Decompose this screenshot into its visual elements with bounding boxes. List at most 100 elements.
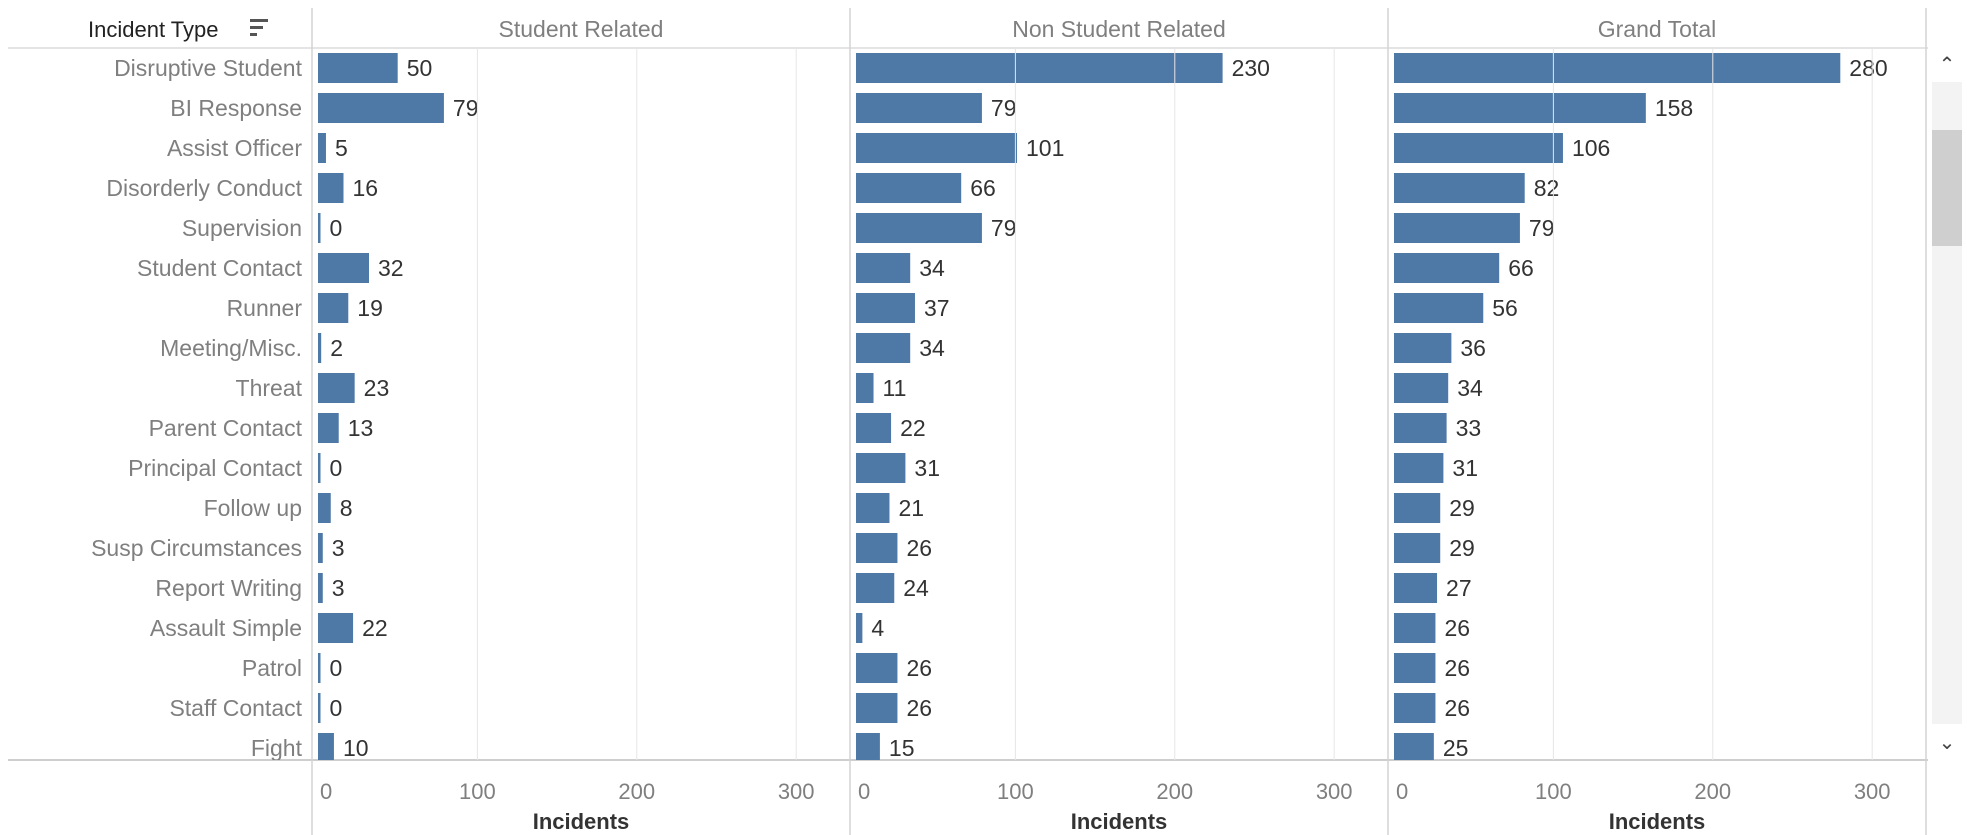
bar[interactable] bbox=[1394, 253, 1500, 283]
bar[interactable] bbox=[856, 133, 1017, 163]
category-label[interactable]: Principal Contact bbox=[128, 455, 302, 481]
category-label[interactable]: Follow up bbox=[204, 495, 302, 521]
bar[interactable] bbox=[1394, 133, 1563, 163]
bar[interactable] bbox=[856, 413, 892, 443]
bar[interactable] bbox=[856, 253, 911, 283]
bar[interactable] bbox=[318, 493, 331, 523]
bar[interactable] bbox=[856, 93, 982, 123]
bar[interactable] bbox=[1394, 653, 1436, 683]
bar-value-label: 15 bbox=[889, 735, 915, 761]
category-label[interactable]: BI Response bbox=[170, 95, 302, 121]
scroll-thumb[interactable] bbox=[1932, 130, 1962, 246]
bar[interactable] bbox=[1394, 693, 1436, 723]
category-label[interactable]: Assist Officer bbox=[167, 135, 302, 161]
bar[interactable] bbox=[318, 453, 321, 483]
bar-value-label: 32 bbox=[378, 255, 404, 281]
bar[interactable] bbox=[1394, 493, 1441, 523]
bar[interactable] bbox=[318, 253, 370, 283]
chevron-up-icon[interactable]: ⌃ bbox=[1938, 52, 1956, 76]
bar-value-label: 56 bbox=[1492, 295, 1518, 321]
bar[interactable] bbox=[1394, 213, 1520, 243]
rows-region: Disruptive Student BI Response Assist Offi… bbox=[91, 53, 1888, 763]
bar-value-label: 0 bbox=[330, 655, 343, 681]
x-tick-label: 0 bbox=[1396, 779, 1408, 804]
category-label[interactable]: Fight bbox=[251, 735, 303, 761]
bar[interactable] bbox=[856, 533, 898, 563]
bar-value-label: 2 bbox=[330, 335, 343, 361]
category-label[interactable]: Parent Contact bbox=[149, 415, 303, 441]
bar[interactable] bbox=[318, 373, 355, 403]
bar[interactable] bbox=[856, 613, 863, 643]
bar[interactable] bbox=[1394, 373, 1449, 403]
bar[interactable] bbox=[1394, 733, 1434, 763]
bar-value-label: 21 bbox=[898, 495, 924, 521]
bar-value-label: 50 bbox=[407, 55, 433, 81]
row-header-title[interactable]: Incident Type bbox=[88, 17, 218, 42]
bar-value-label: 79 bbox=[453, 95, 479, 121]
bar[interactable] bbox=[318, 93, 444, 123]
bar[interactable] bbox=[856, 53, 1223, 83]
bar[interactable] bbox=[318, 573, 323, 603]
category-label[interactable]: Threat bbox=[236, 375, 303, 401]
bar[interactable] bbox=[318, 733, 334, 763]
bar-value-label: 82 bbox=[1534, 175, 1560, 201]
bar-value-label: 33 bbox=[1456, 415, 1482, 441]
bar[interactable] bbox=[318, 613, 354, 643]
vertical-scrollbar[interactable]: ⌃ ⌄ bbox=[1928, 46, 1966, 760]
bar[interactable] bbox=[318, 653, 321, 683]
bar[interactable] bbox=[856, 653, 898, 683]
bar-value-label: 31 bbox=[1452, 455, 1478, 481]
category-label[interactable]: Patrol bbox=[242, 655, 302, 681]
bar[interactable] bbox=[856, 373, 874, 403]
category-label[interactable]: Report Writing bbox=[155, 575, 302, 601]
bar-value-label: 280 bbox=[1849, 55, 1887, 81]
bar-value-label: 23 bbox=[364, 375, 390, 401]
bar[interactable] bbox=[1394, 453, 1444, 483]
category-label[interactable]: Runner bbox=[227, 295, 303, 321]
bar[interactable] bbox=[318, 293, 349, 323]
bar[interactable] bbox=[1394, 573, 1438, 603]
x-tick-label: 300 bbox=[778, 779, 815, 804]
category-label[interactable]: Susp Circumstances bbox=[91, 535, 302, 561]
bar[interactable] bbox=[318, 133, 326, 163]
bar[interactable] bbox=[1394, 613, 1436, 643]
bar[interactable] bbox=[856, 333, 911, 363]
bar[interactable] bbox=[1394, 413, 1447, 443]
category-label[interactable]: Disruptive Student bbox=[114, 55, 303, 81]
category-label[interactable]: Student Contact bbox=[137, 255, 303, 281]
category-label[interactable]: Assault Simple bbox=[150, 615, 302, 641]
bar[interactable] bbox=[1394, 293, 1484, 323]
bar-value-label: 34 bbox=[919, 255, 945, 281]
bar[interactable] bbox=[856, 493, 890, 523]
category-label[interactable]: Supervision bbox=[182, 215, 302, 241]
bar[interactable] bbox=[318, 333, 322, 363]
bar[interactable] bbox=[318, 533, 323, 563]
chevron-down-icon[interactable]: ⌄ bbox=[1938, 730, 1956, 754]
category-label[interactable]: Disorderly Conduct bbox=[106, 175, 302, 201]
bar[interactable] bbox=[318, 413, 339, 443]
category-label[interactable]: Staff Contact bbox=[169, 695, 302, 721]
bar[interactable] bbox=[856, 693, 898, 723]
bar[interactable] bbox=[318, 53, 398, 83]
bar[interactable] bbox=[856, 573, 895, 603]
bar[interactable] bbox=[1394, 333, 1452, 363]
bar-value-label: 106 bbox=[1572, 135, 1610, 161]
bar[interactable] bbox=[1394, 53, 1841, 83]
bar[interactable] bbox=[856, 213, 982, 243]
bar[interactable] bbox=[1394, 93, 1646, 123]
bar[interactable] bbox=[1394, 533, 1441, 563]
bar[interactable] bbox=[856, 293, 915, 323]
sort-descending-icon[interactable] bbox=[250, 19, 268, 36]
bar-value-label: 158 bbox=[1655, 95, 1693, 121]
x-tick-label: 300 bbox=[1854, 779, 1891, 804]
category-label[interactable]: Meeting/Misc. bbox=[160, 335, 302, 361]
bar[interactable] bbox=[856, 453, 906, 483]
bar[interactable] bbox=[318, 213, 321, 243]
bar[interactable] bbox=[856, 173, 962, 203]
bar[interactable] bbox=[1394, 173, 1525, 203]
bar[interactable] bbox=[318, 173, 344, 203]
bar-value-label: 29 bbox=[1449, 535, 1475, 561]
bar[interactable] bbox=[318, 693, 321, 723]
bar[interactable] bbox=[856, 733, 880, 763]
bar-value-label: 8 bbox=[340, 495, 353, 521]
